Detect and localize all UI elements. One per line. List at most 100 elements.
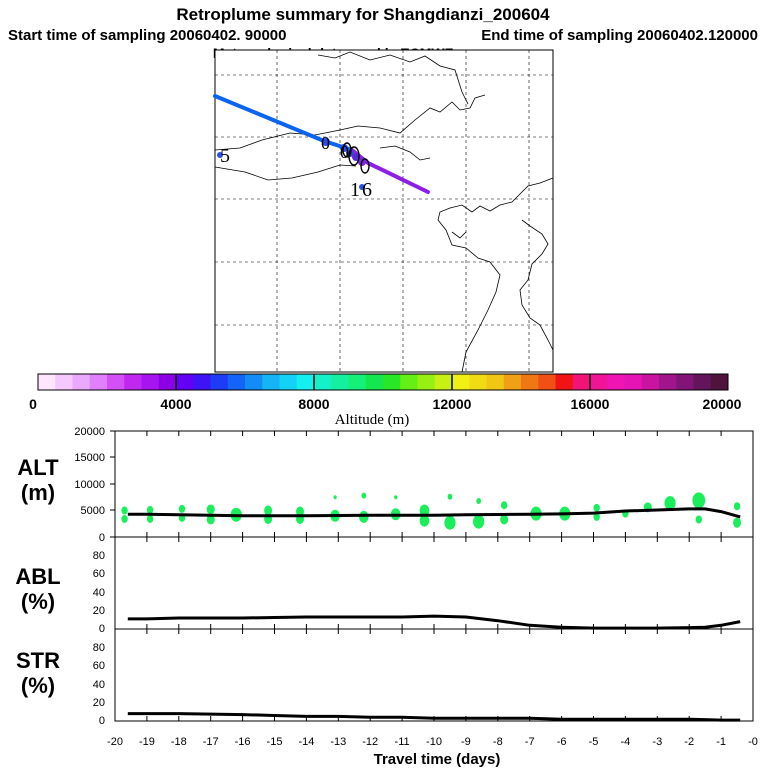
colorbar-cell: [503, 374, 522, 390]
coastlines: [214, 51, 554, 373]
colorbar-cell: [624, 374, 643, 390]
abl-ylabel: ABL: [15, 564, 60, 589]
x-tick-label: -1: [716, 736, 726, 748]
cluster-ring: [342, 142, 352, 158]
alt-scatter-point: [121, 506, 128, 515]
x-tick-label: -13: [330, 736, 346, 748]
str-ylabel-unit: (%): [21, 673, 55, 698]
colorbar-cell: [469, 374, 487, 390]
colorbar-cell: [89, 374, 108, 390]
colorbar-cell: [38, 374, 56, 390]
x-tick-label: -17: [203, 736, 219, 748]
track-point: [322, 138, 330, 146]
x-tick-label: -8: [493, 736, 503, 748]
alt-scatter-point: [206, 504, 215, 515]
alt-y-tick-label: 10000: [74, 479, 105, 491]
plume-track: [213, 94, 430, 194]
alt-scatter-point: [178, 504, 186, 513]
alt-scatter-point: [692, 492, 706, 509]
alt-y-tick-label: 15000: [74, 452, 105, 464]
colorbar-cell: [348, 374, 367, 390]
x-tick-label: -11: [395, 736, 410, 748]
str-y-tick-label: 80: [93, 642, 105, 654]
str-fraction-line: [127, 712, 741, 722]
alt-scatter-point: [206, 514, 215, 525]
map-graticule: [215, 50, 553, 372]
colorbar-cell: [417, 374, 436, 390]
str-x-ticks: [114, 629, 754, 721]
track-point: [217, 152, 223, 158]
alt-scatter-point: [500, 514, 509, 525]
colorbar-cell: [400, 374, 418, 390]
alt-y-tick-label: 20000: [74, 426, 105, 438]
alt-panel: 20000 15000 10000 5000 0 ALT (m): [17, 426, 754, 544]
colorbar-cell: [383, 374, 401, 390]
colorbar-cells: [38, 374, 729, 390]
alt-y-tick-label: 5000: [81, 505, 105, 517]
colorbar-frame: [37, 373, 729, 391]
x-tick-label: -10: [426, 736, 442, 748]
colorbar-cell: [331, 374, 349, 390]
abl-y-tick-label: 20: [93, 605, 105, 617]
colorbar-cell: [521, 374, 539, 390]
colorbar-tick-label: 16000: [571, 396, 610, 412]
colorbar-cell: [590, 374, 608, 390]
x-tick-label: -14: [298, 736, 314, 748]
colorbar-cell: [659, 374, 677, 390]
alt-scatter-point: [733, 517, 742, 528]
colorbar-cell: [262, 374, 280, 390]
colorbar-cell: [245, 374, 263, 390]
x-tick-label: -0: [748, 736, 758, 748]
x-tick-label: -6: [557, 736, 567, 748]
alt-scatter-point: [333, 495, 337, 500]
colorbar-cell: [314, 374, 332, 390]
colorbar-cell: [279, 374, 298, 390]
colorbar-cell: [607, 374, 625, 390]
alt-mean-line: [127, 507, 741, 519]
x-tick-label: -7: [525, 736, 535, 748]
colorbar-cell: [693, 374, 712, 390]
map-frame: [214, 49, 554, 373]
alt-scatter-point: [361, 492, 367, 499]
alt-scatter-point: [444, 515, 456, 530]
colorbar-cell: [107, 374, 125, 390]
alt-scatter-point: [419, 504, 430, 517]
colorbar-cell: [676, 374, 694, 390]
colorbar-cell: [641, 374, 660, 390]
colorbar-cell: [486, 374, 505, 390]
colorbar-cell: [158, 374, 177, 390]
colorbar-tick-label: 8000: [298, 396, 329, 412]
map-label: 0: [321, 133, 330, 153]
alt-y-tick-label: 0: [99, 532, 105, 544]
map-label: 5: [220, 145, 230, 167]
colorbar-axis-label: Altitude (m): [335, 412, 410, 428]
str-y-tick-label: 40: [93, 679, 105, 691]
str-panel: 80 60 40 20 0 STR (%) -20 -19 -18 -17 -16 -15…: [16, 628, 758, 768]
x-tick-label: -5: [589, 736, 599, 748]
colorbar-cell: [227, 374, 246, 390]
alt-ylabel: ALT: [17, 455, 59, 480]
colorbar-cell: [296, 374, 315, 390]
alt-scatter-point: [146, 505, 154, 514]
alt-scatter-point: [593, 503, 600, 512]
x-tick-label: -16: [235, 736, 251, 748]
map-label: 1: [350, 179, 360, 201]
abl-y-tick-label: 0: [99, 623, 105, 635]
x-tick-label: -4: [621, 736, 631, 748]
colorbar-cell: [538, 374, 556, 390]
alt-scatter-point: [695, 515, 702, 524]
colorbar-major-ticks: [175, 374, 591, 390]
colorbar-cell: [710, 374, 729, 390]
x-tick-label: -15: [267, 736, 283, 748]
str-y-tick-label: 20: [93, 697, 105, 709]
alt-scatter-point: [733, 502, 741, 511]
colorbar-cell: [193, 374, 211, 390]
colorbar-cell: [434, 374, 453, 390]
map-label: 6: [362, 179, 372, 201]
figure-title: Retroplume summary for Shangdianzi_20060…: [176, 5, 550, 24]
alt-scatter-point: [593, 512, 600, 521]
colorbar-cell: [55, 374, 73, 390]
alt-ylabel-unit: (m): [21, 480, 55, 505]
